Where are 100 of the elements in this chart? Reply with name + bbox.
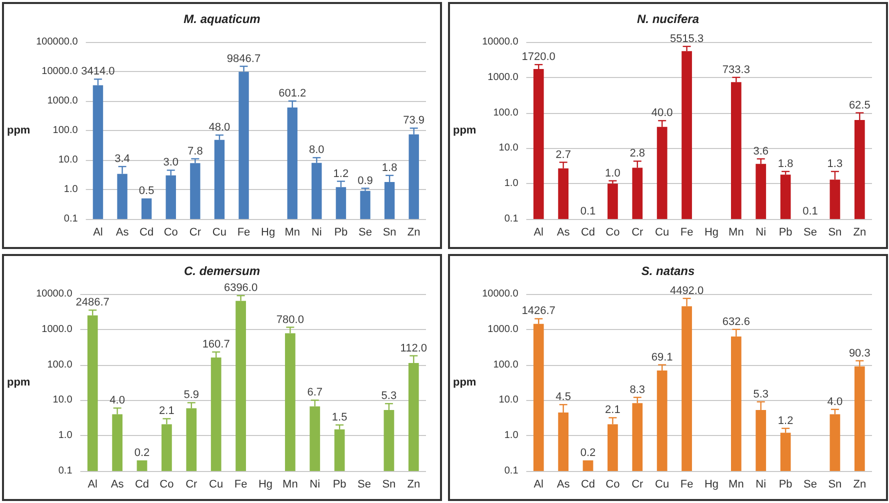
y-tick-label: 100.0: [493, 107, 519, 118]
data-label: 1.2: [333, 168, 349, 180]
y-axis-title: ppm: [6, 376, 30, 388]
y-tick-label: 10.0: [498, 394, 519, 406]
y-tick-label: 1.0: [58, 430, 73, 441]
y-tick-label: 1000.0: [42, 323, 73, 334]
data-label: 1.8: [382, 162, 398, 174]
x-tick-label: Fe: [234, 478, 248, 490]
x-tick-label: Al: [534, 226, 544, 238]
y-tick-label: 100000.0: [36, 36, 78, 48]
x-tick-label: As: [110, 478, 124, 490]
x-tick-label: Zn: [407, 478, 420, 490]
data-label: 0.5: [138, 184, 154, 197]
chart-title: S. natans: [641, 264, 695, 278]
data-label: 90.3: [848, 346, 870, 359]
x-tick-label: Se: [804, 226, 817, 238]
x-tick-label: Cd: [140, 226, 154, 238]
data-label: 40.0: [651, 107, 673, 120]
x-tick-label: Hg: [258, 478, 273, 490]
data-label: 4.0: [827, 395, 843, 408]
data-label: 733.3: [722, 64, 750, 76]
data-label: 2.1: [159, 404, 174, 417]
x-tick-label: Al: [93, 226, 103, 238]
y-tick-label: 1.0: [64, 184, 78, 195]
x-tick-label: Hg: [704, 226, 719, 238]
data-label: 4.5: [556, 390, 571, 403]
x-tick-label: Cu: [209, 478, 224, 490]
data-label: 6396.0: [224, 282, 258, 294]
y-tick-label: 1000.0: [488, 72, 519, 83]
x-tick-label: Cr: [189, 226, 202, 238]
x-tick-label: Pb: [334, 226, 348, 238]
x-tick-label: Sn: [828, 478, 842, 490]
data-label: 1.3: [827, 158, 843, 170]
data-label: 2.1: [605, 404, 620, 416]
x-tick-label: Co: [164, 226, 178, 238]
x-tick-label: Ni: [756, 478, 766, 490]
x-tick-label: Sn: [828, 226, 842, 238]
x-tick-label: Pb: [778, 478, 792, 490]
x-tick-label: Cu: [212, 226, 226, 238]
y-tick-label: 10000.0: [42, 66, 78, 77]
data-label: 7.8: [188, 145, 203, 158]
data-label: 0.2: [580, 446, 596, 458]
x-tick-label: Zn: [853, 478, 866, 490]
data-label: 1.5: [332, 410, 348, 423]
data-label: 112.0: [400, 342, 428, 354]
y-tick-label: 0.1: [64, 214, 78, 224]
data-label: 3.4: [114, 153, 130, 166]
x-tick-label: Ni: [756, 226, 766, 238]
y-tick-label: 1.0: [504, 430, 519, 441]
data-label: 48.0: [208, 122, 230, 134]
x-tick-label: Cu: [655, 226, 670, 238]
data-label: 8.0: [309, 144, 324, 156]
x-tick-label: Zn: [407, 226, 420, 238]
x-tick-label: Fe: [237, 226, 250, 238]
x-tick-label: Pb: [332, 478, 346, 490]
x-tick-label: Cr: [632, 478, 644, 490]
x-tick-label: As: [556, 226, 570, 238]
chart-title: N. nucifera: [636, 12, 700, 26]
data-label: 5.9: [184, 388, 200, 401]
data-label: 1.0: [605, 167, 620, 180]
x-tick-label: Zn: [853, 226, 866, 238]
data-label: 3.0: [163, 156, 179, 169]
x-tick-label: Se: [804, 478, 817, 490]
data-label: 5.3: [381, 390, 397, 402]
x-tick-label: Co: [160, 478, 174, 490]
data-label: 0.2: [134, 446, 150, 458]
data-label: 3414.0: [81, 66, 115, 78]
x-tick-label: Pb: [778, 226, 792, 238]
data-label: 0.1: [580, 206, 596, 218]
x-tick-label: Sn: [382, 226, 396, 238]
data-label: 2.7: [556, 148, 571, 161]
data-label: 632.6: [722, 315, 750, 328]
y-tick-label: 10000.0: [482, 36, 519, 48]
y-tick-label: 100.0: [493, 358, 519, 370]
y-tick-label: 10.0: [58, 154, 78, 166]
x-tick-label: Fe: [680, 478, 694, 490]
x-tick-label: Fe: [680, 226, 694, 238]
x-tick-label: Al: [88, 478, 98, 490]
y-tick-label: 0.1: [504, 214, 519, 224]
data-label: 5.3: [753, 388, 769, 400]
data-label: 8.3: [630, 383, 646, 396]
y-tick-label: 1.0: [504, 178, 519, 190]
x-tick-label: Mn: [728, 478, 744, 490]
data-label: 5515.3: [670, 32, 704, 45]
x-tick-label: Cd: [580, 226, 596, 238]
chart-title: M. aquaticum: [184, 12, 261, 26]
data-label: 0.1: [802, 206, 818, 218]
data-label: 62.5: [848, 99, 870, 112]
x-tick-label: Mn: [282, 478, 298, 490]
x-tick-label: As: [116, 226, 130, 238]
data-label: 4492.0: [670, 284, 704, 296]
x-tick-label: Cd: [134, 478, 150, 490]
x-tick-label: Se: [358, 478, 371, 490]
x-tick-label: Hg: [261, 226, 276, 238]
data-label: 1426.7: [522, 304, 556, 317]
x-tick-label: As: [556, 478, 570, 490]
y-tick-label: 10.0: [52, 394, 73, 406]
x-tick-label: Mn: [728, 226, 744, 238]
x-tick-label: Sn: [382, 478, 396, 490]
y-tick-label: 1000.0: [47, 96, 78, 106]
